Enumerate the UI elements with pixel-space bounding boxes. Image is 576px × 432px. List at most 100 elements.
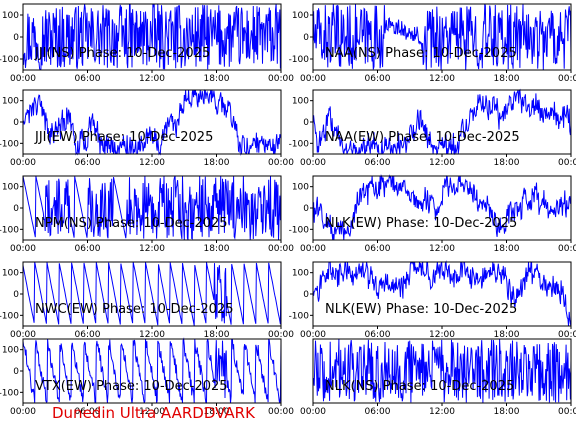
phase-series-line	[312, 339, 572, 403]
x-tick-label: 00:00	[300, 244, 326, 254]
x-tick-label: 06:00	[75, 244, 101, 254]
x-tick-label: 06:00	[75, 407, 101, 417]
y-tick-label: -100	[289, 55, 310, 65]
y-tick-label: 0	[303, 33, 309, 43]
x-tick-label: 12:00	[429, 158, 455, 168]
phase-panel-6: 100 0 -100 00:00 06:00 12:00 18:00 00:00 NLK(EW)…	[289, 174, 576, 254]
x-tick-label: 00:00	[268, 74, 294, 84]
panel-title: NLK(NS) Phase: 10-Dec-2025	[325, 379, 514, 394]
x-tick-label: 18:00	[204, 407, 230, 417]
x-tick-label: 12:00	[139, 330, 165, 340]
panel-title: JJI(EW) Phase: 10-Dec-2025	[34, 130, 213, 145]
y-tick-label: 100	[292, 11, 309, 21]
phase-series-line	[312, 88, 572, 156]
phase-panel-3: 100 0 -100 00:00 06:00 12:00 18:00 00:00 JJI(EW)…	[0, 89, 294, 168]
x-tick-label: 06:00	[75, 330, 101, 340]
y-tick-label: 0	[13, 33, 19, 43]
y-tick-label: -100	[0, 139, 19, 149]
x-tick-label: 12:00	[139, 74, 165, 84]
x-tick-label: 12:00	[429, 407, 455, 417]
x-tick-label: 18:00	[204, 158, 230, 168]
x-tick-label: 00:00	[300, 74, 326, 84]
y-tick-label: -100	[0, 311, 19, 321]
phase-series-line	[22, 261, 282, 326]
x-tick-label: 00:00	[558, 407, 576, 417]
x-tick-label: 12:00	[429, 244, 455, 254]
phase-panel-8: 100 0 -100 00:00 06:00 12:00 18:00 00:00 NLK(EW)…	[289, 260, 576, 340]
x-tick-label: 18:00	[204, 244, 230, 254]
phase-panel-5: 100 0 -100 00:00 06:00 12:00 18:00 00:00 NPM(NS)…	[0, 175, 294, 254]
panel-title: JJI(NS) Phase: 10-Dec-2025	[34, 46, 210, 61]
x-tick-label: 18:00	[204, 74, 230, 84]
x-tick-label: 06:00	[365, 74, 391, 84]
x-tick-label: 18:00	[494, 407, 520, 417]
phase-panel-4: 100 0 -100 00:00 06:00 12:00 18:00 00:00 NAA(EW)…	[289, 88, 576, 168]
x-tick-label: 00:00	[300, 407, 326, 417]
x-tick-label: 00:00	[268, 244, 294, 254]
y-tick-label: -100	[0, 225, 19, 235]
x-tick-label: 00:00	[558, 74, 576, 84]
y-tick-label: -100	[289, 139, 310, 149]
phase-series-line	[22, 3, 282, 70]
x-tick-label: 00:00	[268, 330, 294, 340]
y-tick-label: 100	[292, 97, 309, 107]
x-tick-label: 00:00	[558, 244, 576, 254]
x-tick-label: 06:00	[365, 407, 391, 417]
panel-title: NAA(NS) Phase: 10-Dec-2025	[325, 46, 517, 61]
x-tick-label: 00:00	[10, 158, 36, 168]
y-tick-label: 0	[303, 290, 309, 300]
panel-title: NPM(NS) Phase: 10-Dec-2025	[35, 216, 228, 231]
x-tick-label: 00:00	[558, 158, 576, 168]
y-tick-label: -100	[0, 388, 19, 398]
x-tick-label: 18:00	[494, 158, 520, 168]
phase-panel-2: 100 0 -100 00:00 06:00 12:00 18:00 00:00 NAA(NS)…	[289, 3, 576, 84]
y-tick-label: -100	[289, 225, 310, 235]
x-tick-label: 00:00	[268, 407, 294, 417]
y-tick-label: 100	[2, 97, 19, 107]
panel-title: NLK(EW) Phase: 10-Dec-2025	[325, 302, 517, 317]
phase-series-line	[312, 260, 572, 327]
x-tick-label: 06:00	[365, 330, 391, 340]
panel-title: NLK(EW) Phase: 10-Dec-2025	[325, 216, 517, 231]
phase-series-line	[312, 174, 572, 241]
panel-title: VTX(EW) Phase: 10-Dec-2025	[35, 379, 228, 394]
phase-series-line	[22, 337, 282, 404]
x-tick-label: 00:00	[300, 158, 326, 168]
phase-panel-7: 100 0 -100 00:00 06:00 12:00 18:00 00:00 NWC(EW)…	[0, 261, 294, 340]
x-tick-label: 12:00	[139, 244, 165, 254]
y-tick-label: 100	[2, 346, 19, 356]
x-tick-label: 12:00	[429, 330, 455, 340]
y-tick-label: 100	[2, 11, 19, 21]
x-tick-label: 00:00	[558, 330, 576, 340]
y-tick-label: 0	[13, 290, 19, 300]
y-tick-label: 0	[13, 204, 19, 214]
x-tick-label: 00:00	[268, 158, 294, 168]
x-tick-label: 18:00	[494, 244, 520, 254]
y-tick-label: 0	[303, 204, 309, 214]
x-tick-label: 06:00	[365, 158, 391, 168]
x-tick-label: 00:00	[300, 330, 326, 340]
x-tick-label: 00:00	[10, 74, 36, 84]
x-tick-label: 06:00	[75, 74, 101, 84]
phase-series-line	[22, 175, 282, 240]
x-tick-label: 06:00	[75, 158, 101, 168]
x-tick-label: 00:00	[10, 407, 36, 417]
x-tick-label: 00:00	[10, 244, 36, 254]
panel-title: NAA(EW) Phase: 10-Dec-2025	[325, 130, 520, 145]
x-tick-label: 12:00	[139, 407, 165, 417]
y-tick-label: 0	[13, 118, 19, 128]
x-tick-label: 18:00	[494, 330, 520, 340]
y-tick-label: 100	[2, 183, 19, 193]
y-tick-label: -100	[0, 55, 19, 65]
phase-series-line	[22, 89, 282, 156]
x-tick-label: 06:00	[365, 244, 391, 254]
x-tick-label: 18:00	[494, 74, 520, 84]
phase-panel-1: 100 0 -100 00:00 06:00 12:00 18:00 00:00 JJI(NS)…	[0, 3, 294, 84]
phase-series-line	[312, 4, 572, 71]
x-tick-label: 18:00	[204, 330, 230, 340]
phase-panel-9: 100 0 -100 00:00 06:00 12:00 18:00 00:00 VTX(EW)…	[0, 337, 294, 417]
phase-panel-10: 00:00 06:00 12:00 18:00 00:00 NLK(NS) Phase: …	[300, 338, 576, 417]
y-tick-label: 0	[303, 118, 309, 128]
x-tick-label: 12:00	[139, 158, 165, 168]
